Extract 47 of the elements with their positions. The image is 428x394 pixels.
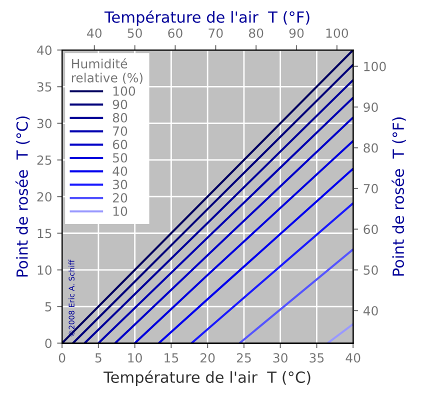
x2-tick-label: 90: [289, 28, 304, 38]
y-tick-label: 20: [37, 192, 52, 202]
x-tick-label: 30: [273, 353, 288, 363]
x-tick-label: 0: [58, 353, 66, 363]
x-tick-label: 20: [200, 353, 215, 363]
legend-label: 70: [113, 126, 128, 136]
legend-label: 80: [112, 113, 128, 123]
y-tick-label: 15: [38, 228, 52, 238]
x-tick-label: 25: [236, 353, 251, 363]
x-axis-title: Température de l'air T (°C): [104, 370, 310, 386]
x2-tick-label: 70: [208, 28, 223, 38]
y-tick-label: 25: [37, 155, 52, 165]
legend-label: 100: [113, 86, 136, 96]
x-tick-label: 10: [128, 353, 142, 363]
legend-label: 40: [112, 166, 128, 176]
x2-tick-label: 40: [87, 28, 102, 38]
y2-tick-label: 100: [364, 62, 386, 72]
y2-axis-title: Point de rosée T (°F): [392, 117, 406, 276]
x-tick-label: 15: [164, 353, 178, 363]
y2-tick-label: 70: [364, 184, 378, 194]
y-tick-label: 5: [45, 302, 52, 312]
y-tick-label: 40: [37, 46, 52, 55]
legend-label: 60: [112, 140, 128, 150]
y2-tick-label: 50: [364, 265, 378, 275]
x-tick-label: 40: [346, 353, 360, 363]
legend-label: 30: [113, 180, 128, 190]
y-axis-title: Point de rosée T (°C): [15, 116, 30, 277]
x-tick-label: 35: [310, 353, 324, 363]
x2-tick-label: 80: [248, 28, 264, 38]
legend-label: 90: [112, 100, 128, 110]
y-tick-label: 10: [38, 265, 52, 275]
y-tick-label: 30: [37, 118, 52, 128]
x-tick-label: 5: [95, 353, 102, 363]
y2-tick-label: 60: [364, 224, 378, 234]
x2-tick-label: 60: [168, 28, 182, 38]
y2-tick-label: 40: [363, 306, 378, 316]
x2-tick-label: 100: [326, 28, 348, 38]
x2-axis-title: Température de l'air T (°F): [104, 10, 310, 26]
legend-label: 10: [113, 206, 128, 216]
legend-title: Humidité relative (%): [72, 58, 142, 84]
y2-tick-label: 90: [364, 102, 378, 112]
legend-label: 50: [113, 153, 128, 163]
x2-tick-label: 50: [128, 28, 142, 38]
legend-label: 20: [112, 193, 128, 203]
y-tick-label: 35: [37, 82, 52, 92]
y-tick-label: 0: [45, 338, 52, 348]
y2-tick-label: 80: [364, 143, 378, 153]
